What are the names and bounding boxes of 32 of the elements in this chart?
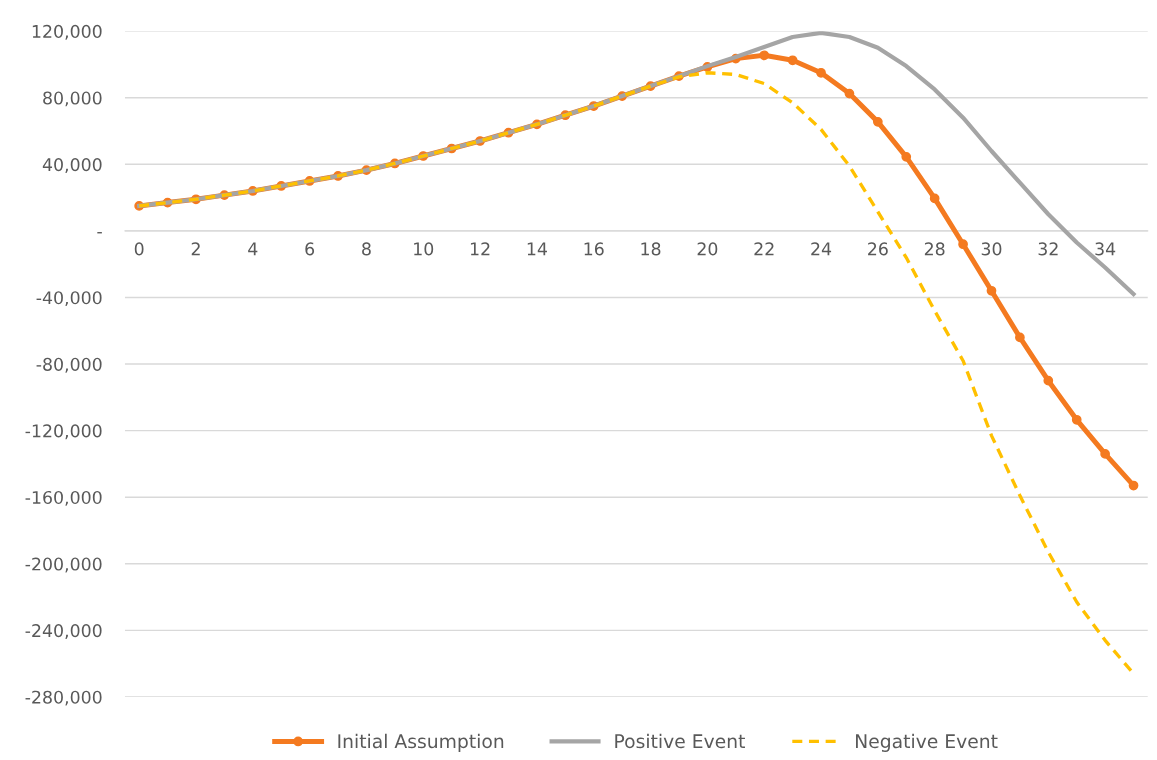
x-tick-label: 30 [981, 242, 1002, 256]
y-tick-label: -160,000 [25, 490, 102, 506]
y-tick-label: 80,000 [43, 91, 102, 107]
x-tick-label: 26 [868, 242, 888, 256]
x-tick-label: 24 [811, 242, 832, 256]
y-tick-label: 120,000 [32, 24, 102, 40]
y-tick-label: -40,000 [36, 291, 102, 307]
y-tick-label: -280,000 [25, 690, 102, 706]
y-tick-label: 40,000 [42, 158, 102, 173]
legend-label: Positive Event [615, 733, 745, 749]
x-tick-label: 18 [641, 242, 661, 256]
y-tick-label: -240,000 [25, 624, 102, 639]
x-tick-label: 8 [362, 242, 371, 256]
x-tick-label: 20 [697, 242, 718, 256]
x-tick-label: 2 [191, 242, 200, 256]
x-tick-label: 0 [134, 242, 144, 256]
y-tick-label: - [97, 232, 102, 234]
x-tick-label: 22 [754, 242, 774, 256]
legend-label: Negative Event [856, 733, 998, 752]
x-tick-label: 12 [470, 242, 490, 256]
x-tick-label: 32 [1038, 242, 1058, 256]
x-tick-label: 14 [527, 242, 547, 256]
x-tick-label: 28 [924, 242, 945, 256]
y-tick-label: -80,000 [36, 357, 102, 373]
x-tick-label: 16 [584, 242, 604, 256]
x-tick-label: 4 [248, 242, 258, 256]
x-tick-label: 34 [1095, 242, 1116, 256]
legend-label: Initial Assumption [338, 733, 504, 752]
x-tick-label: 6 [305, 242, 315, 256]
y-tick-label: -200,000 [25, 557, 102, 573]
x-tick-label: 10 [414, 242, 434, 256]
y-tick-label: -120,000 [25, 424, 102, 440]
